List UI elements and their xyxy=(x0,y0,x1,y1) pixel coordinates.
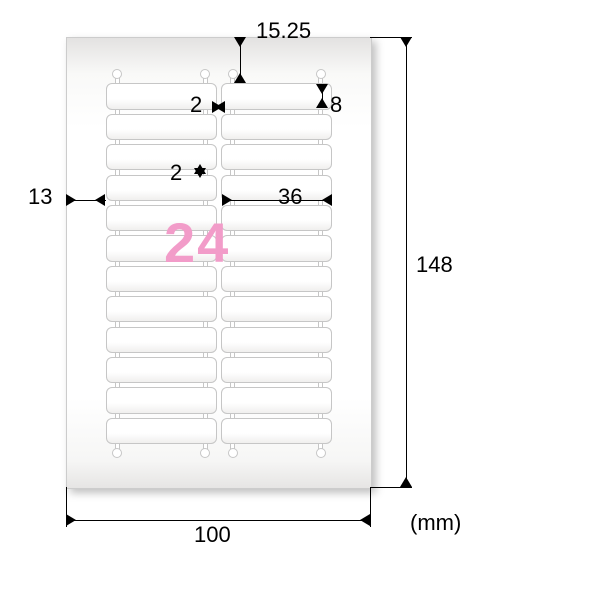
unit-label: (mm) xyxy=(410,510,461,536)
dimension-arrow xyxy=(95,194,105,206)
dimension-arrow xyxy=(234,37,246,47)
dimension-arrow xyxy=(316,98,328,108)
label-cell xyxy=(221,235,332,261)
dimension-arrow xyxy=(215,101,225,113)
label-cell xyxy=(106,327,217,353)
label-count: 24 xyxy=(164,210,230,275)
label-cell xyxy=(106,418,217,444)
dimension-arrow xyxy=(316,84,328,94)
label-cell xyxy=(221,296,332,322)
label-cell xyxy=(221,114,332,140)
label-cell xyxy=(221,205,332,231)
label-cell xyxy=(221,144,332,170)
dimension-arrow xyxy=(234,73,246,83)
label-cell xyxy=(106,357,217,383)
dimension-arrow xyxy=(400,37,412,47)
label-cell xyxy=(221,175,332,201)
dimension-line xyxy=(222,200,332,201)
dimension-arrow xyxy=(66,194,76,206)
dimension-value: 15.25 xyxy=(256,18,311,44)
label-cell xyxy=(221,327,332,353)
dimension-value: 8 xyxy=(330,92,342,118)
dimension-arrow xyxy=(322,194,332,206)
label-cell xyxy=(221,357,332,383)
label-cell xyxy=(106,296,217,322)
dimension-line xyxy=(406,37,407,487)
dimension-arrow xyxy=(360,514,370,526)
label-cell xyxy=(106,175,217,201)
dimension-arrow xyxy=(194,164,206,174)
dimension-value: 2 xyxy=(190,92,202,118)
label-cell xyxy=(221,418,332,444)
dimension-arrow xyxy=(66,514,76,526)
label-cell xyxy=(221,266,332,292)
label-cell xyxy=(106,387,217,413)
label-cell xyxy=(221,387,332,413)
dimension-value: 148 xyxy=(416,252,453,278)
spine-knob xyxy=(316,69,326,79)
dimension-value: 2 xyxy=(170,160,182,186)
dimension-arrow xyxy=(222,194,232,206)
spine-knob xyxy=(316,448,326,458)
spine-knob xyxy=(228,448,238,458)
dimension-value: 100 xyxy=(194,522,231,548)
dimension-value: 13 xyxy=(28,184,52,210)
dimension-tick xyxy=(370,487,371,527)
dimension-line xyxy=(66,520,370,521)
dimension-tick xyxy=(370,487,412,488)
diagram-canvas: 24 15.25 2 8 2 13 36 148 100 (mm) xyxy=(0,0,600,600)
dimension-arrow xyxy=(400,477,412,487)
dimension-value: 36 xyxy=(278,184,302,210)
